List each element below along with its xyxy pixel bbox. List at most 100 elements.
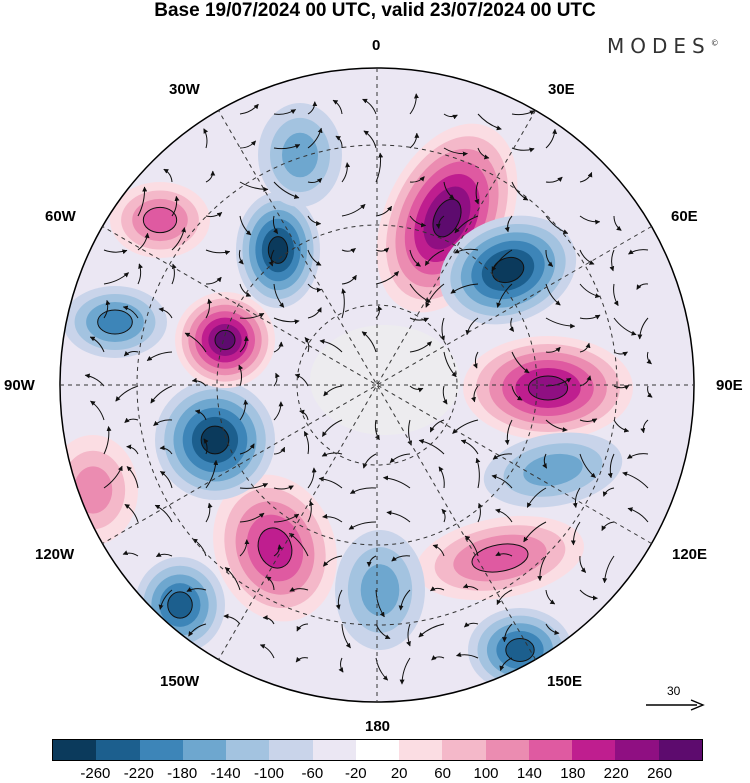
wind-vector [508, 317, 515, 332]
wind-vector [348, 521, 377, 530]
anomaly-contour [282, 132, 318, 178]
graticule [60, 68, 694, 702]
wind-vector [537, 555, 547, 582]
wind-vector [323, 555, 343, 567]
wind-vector [452, 419, 479, 434]
anomaly-contour [360, 564, 400, 616]
negative-anomaly [483, 432, 623, 508]
wind-vector [579, 418, 598, 424]
wind-vector [239, 103, 259, 115]
wind-vector [613, 215, 622, 231]
colorbar-segment [53, 740, 97, 760]
wind-vectors [84, 93, 653, 685]
wind-vector [239, 512, 265, 523]
wind-vector [477, 147, 490, 160]
wind-vector [464, 535, 479, 557]
wind-vector [362, 453, 377, 469]
colorbar-tick-label: 220 [603, 765, 629, 782]
negative-anomaly [335, 530, 425, 650]
wind-vector [492, 453, 513, 460]
wind-vector [335, 589, 343, 610]
wind-vector [441, 508, 447, 523]
wind-vector [205, 459, 219, 489]
lon-label-90w: 90W [4, 377, 35, 394]
wind-vector [386, 510, 411, 523]
wind-vector [602, 555, 615, 584]
arrow-right-icon [646, 699, 705, 711]
wind-vector [579, 555, 587, 573]
colorbar-tick-label: -140 [210, 765, 241, 782]
wind-vector [137, 232, 150, 251]
wind-vector [296, 623, 309, 632]
wind-vector [579, 172, 593, 183]
wind-vector [375, 623, 391, 640]
wind-vector [636, 283, 649, 290]
wind-vector [273, 341, 284, 353]
wind-vector [171, 263, 177, 285]
wind-vector [646, 385, 653, 398]
wind-vector [443, 351, 457, 378]
wind-vector [491, 474, 513, 489]
lon-label-150w: 150W [160, 673, 200, 690]
wind-vector [474, 181, 480, 205]
wind-vector [205, 276, 222, 285]
wind-vector [299, 409, 309, 421]
lon-label-180: 180 [365, 718, 391, 735]
wind-vector [579, 589, 598, 601]
wind-vector [435, 215, 445, 229]
wind-vector [103, 272, 129, 285]
colorbar-tick-label: -220 [123, 765, 154, 782]
latitude-circle [216, 224, 538, 546]
wind-vector [418, 623, 445, 638]
wind-vector [153, 419, 173, 426]
lon-label-30w: 30W [169, 81, 200, 98]
colorbar-segment [658, 740, 702, 760]
wind-vector [375, 271, 399, 285]
wind-vector [205, 502, 213, 523]
wind-vector [471, 385, 479, 403]
anomaly-contour [257, 527, 293, 569]
colorbar-segment [528, 740, 573, 760]
wind-vector [239, 399, 249, 421]
colorbar-segment [485, 740, 529, 760]
wind-vector [464, 622, 479, 628]
positive-anomaly [175, 292, 275, 388]
wind-vector [318, 476, 343, 489]
wind-vector [579, 215, 601, 225]
wind-vector [545, 377, 572, 387]
wind-vector [124, 417, 139, 423]
wind-vector [460, 439, 479, 455]
wind-vector [335, 135, 343, 149]
wind-vector [409, 249, 421, 267]
wind-vector [443, 181, 455, 200]
wind-vector [126, 444, 139, 455]
wind-vector [627, 507, 649, 523]
lon-label-30e: 30E [548, 81, 575, 98]
wind-vector [431, 655, 445, 661]
colorbar-tick-label: 180 [560, 765, 586, 782]
meridian-120 [102, 226, 652, 544]
colorbar-tick-label: -60 [301, 765, 324, 782]
wind-vector [322, 513, 343, 523]
wind-vector [409, 132, 420, 149]
wind-vector [511, 181, 529, 201]
wind-vector [319, 339, 343, 353]
wind-vector [273, 144, 301, 150]
wind-vector [454, 215, 479, 234]
wind-vector [273, 513, 300, 523]
wind-vector [472, 351, 479, 369]
colorbar [52, 739, 703, 761]
anomaly-contour [73, 466, 113, 514]
wind-vector [409, 93, 419, 115]
wind-vector [504, 215, 513, 233]
wind-vector [115, 385, 139, 402]
wind-vector [375, 247, 390, 253]
colorbar-segment [615, 740, 659, 760]
wind-vector [409, 341, 432, 353]
wind-vector [430, 586, 445, 592]
wind-vector [375, 152, 384, 183]
wind-vector [137, 263, 143, 285]
wind-vector [159, 470, 173, 489]
wind-vector [418, 438, 445, 455]
wind-vector [304, 337, 310, 353]
